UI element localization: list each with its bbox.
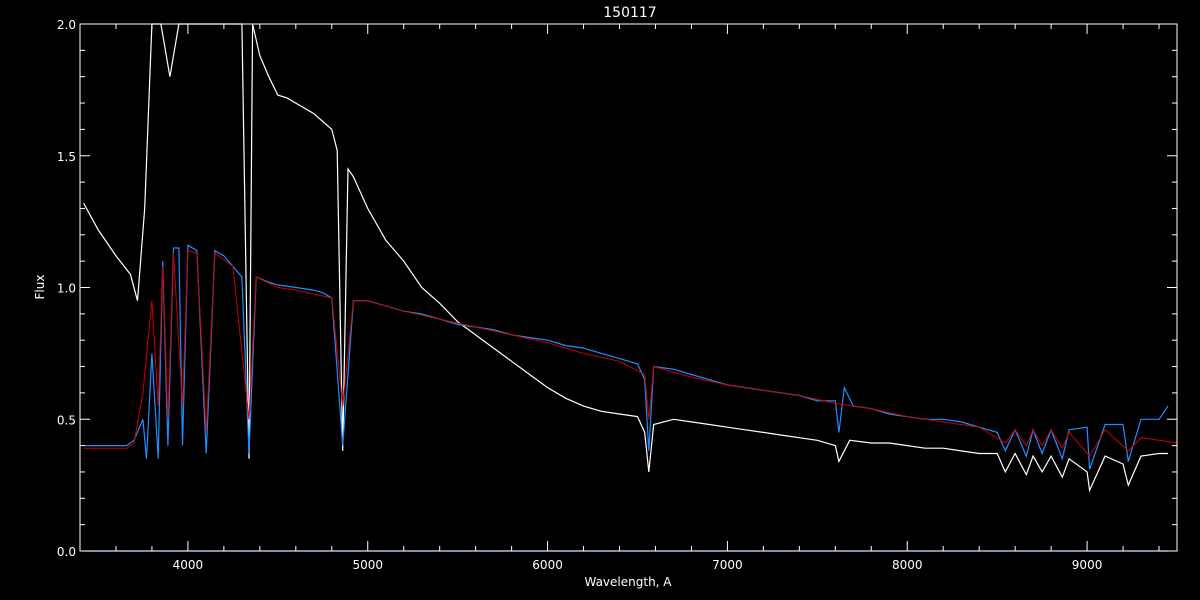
y-tick-label: 2.0 <box>57 18 76 32</box>
x-tick-label: 9000 <box>1072 558 1103 572</box>
x-tick-label: 4000 <box>173 558 204 572</box>
x-axis-label: Wavelength, A <box>584 575 672 589</box>
x-tick-label: 6000 <box>532 558 563 572</box>
y-tick-label: 0.0 <box>57 545 76 559</box>
y-tick-label: 0.5 <box>57 413 76 427</box>
y-tick-label: 1.0 <box>57 282 76 296</box>
x-tick-label: 8000 <box>892 558 923 572</box>
y-tick-label: 1.5 <box>57 150 76 164</box>
chart-title: 150117 <box>603 5 656 21</box>
x-tick-label: 5000 <box>352 558 383 572</box>
x-tick-label: 7000 <box>712 558 743 572</box>
y-axis-label: Flux <box>33 275 47 300</box>
